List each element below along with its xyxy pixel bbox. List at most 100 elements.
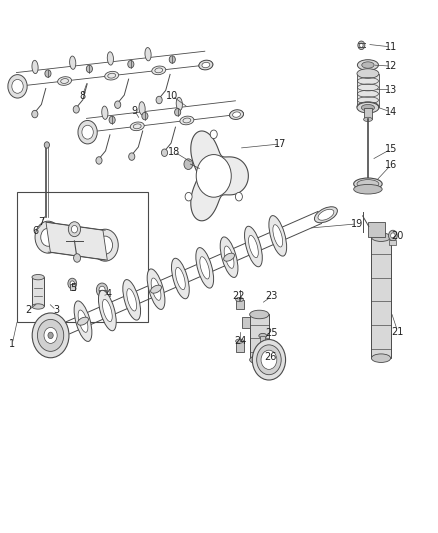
- Circle shape: [98, 236, 113, 254]
- Ellipse shape: [269, 215, 286, 256]
- Circle shape: [41, 228, 56, 246]
- Circle shape: [185, 192, 192, 201]
- Ellipse shape: [200, 257, 210, 279]
- Ellipse shape: [202, 62, 210, 68]
- Ellipse shape: [357, 102, 379, 111]
- Circle shape: [115, 101, 121, 108]
- Ellipse shape: [244, 226, 262, 267]
- Bar: [236, 341, 244, 352]
- Circle shape: [8, 75, 27, 98]
- Ellipse shape: [361, 104, 374, 111]
- Circle shape: [32, 110, 38, 118]
- Ellipse shape: [314, 207, 337, 223]
- Ellipse shape: [364, 117, 372, 122]
- Ellipse shape: [99, 290, 116, 331]
- Ellipse shape: [357, 69, 379, 78]
- Polygon shape: [46, 222, 107, 260]
- Circle shape: [73, 106, 79, 113]
- Ellipse shape: [151, 285, 162, 293]
- Circle shape: [45, 70, 51, 77]
- Bar: [32, 277, 44, 306]
- Text: 6: 6: [33, 227, 39, 236]
- Ellipse shape: [102, 300, 112, 321]
- Ellipse shape: [180, 116, 194, 125]
- Circle shape: [210, 130, 217, 139]
- Text: 21: 21: [392, 327, 404, 336]
- Ellipse shape: [357, 180, 379, 188]
- Text: 18: 18: [168, 147, 180, 157]
- Text: 7: 7: [39, 217, 45, 227]
- Polygon shape: [242, 317, 250, 328]
- Circle shape: [142, 112, 148, 120]
- Circle shape: [257, 345, 281, 375]
- Text: 9: 9: [132, 106, 138, 116]
- Ellipse shape: [357, 60, 378, 70]
- Circle shape: [71, 225, 78, 233]
- Ellipse shape: [224, 246, 234, 268]
- Circle shape: [156, 96, 162, 104]
- Ellipse shape: [145, 47, 151, 61]
- Ellipse shape: [32, 304, 44, 309]
- Ellipse shape: [107, 52, 113, 65]
- Text: 23: 23: [265, 292, 278, 301]
- Circle shape: [184, 159, 193, 169]
- Circle shape: [96, 283, 108, 297]
- Ellipse shape: [236, 339, 244, 343]
- Text: 17: 17: [274, 139, 286, 149]
- Circle shape: [360, 43, 363, 47]
- Ellipse shape: [273, 225, 283, 247]
- Ellipse shape: [176, 268, 185, 289]
- Ellipse shape: [353, 178, 382, 190]
- Ellipse shape: [250, 356, 269, 364]
- Circle shape: [44, 142, 49, 148]
- Ellipse shape: [32, 274, 44, 280]
- Circle shape: [128, 60, 134, 68]
- Circle shape: [12, 79, 23, 93]
- Text: 20: 20: [392, 231, 404, 240]
- Ellipse shape: [248, 236, 258, 257]
- Circle shape: [99, 286, 105, 294]
- Ellipse shape: [151, 278, 161, 300]
- Ellipse shape: [74, 301, 92, 342]
- Circle shape: [68, 278, 77, 289]
- Ellipse shape: [318, 209, 334, 220]
- Circle shape: [48, 332, 53, 338]
- Circle shape: [162, 149, 168, 157]
- Ellipse shape: [230, 110, 244, 119]
- Bar: [250, 314, 269, 360]
- Text: 12: 12: [385, 61, 397, 71]
- Ellipse shape: [362, 62, 374, 68]
- Ellipse shape: [123, 280, 141, 320]
- Text: 13: 13: [385, 85, 397, 94]
- Ellipse shape: [196, 248, 214, 288]
- Text: 4: 4: [106, 289, 112, 299]
- Text: 1: 1: [9, 339, 15, 349]
- Circle shape: [44, 327, 57, 343]
- Circle shape: [389, 230, 397, 241]
- Bar: [260, 336, 265, 342]
- Circle shape: [109, 116, 115, 124]
- Ellipse shape: [371, 233, 391, 241]
- Bar: [389, 240, 396, 245]
- Ellipse shape: [78, 317, 88, 325]
- Circle shape: [358, 41, 365, 50]
- Ellipse shape: [102, 106, 108, 119]
- Text: 8: 8: [79, 91, 85, 101]
- Ellipse shape: [11, 82, 25, 91]
- Circle shape: [235, 192, 242, 201]
- Text: 11: 11: [385, 42, 397, 52]
- Text: 15: 15: [385, 144, 397, 154]
- Ellipse shape: [353, 184, 382, 194]
- Bar: [364, 108, 372, 119]
- Ellipse shape: [259, 334, 267, 338]
- Circle shape: [74, 254, 81, 262]
- Bar: [371, 237, 391, 358]
- Ellipse shape: [172, 259, 189, 299]
- Circle shape: [169, 56, 175, 63]
- Circle shape: [196, 155, 231, 197]
- Text: 19: 19: [351, 219, 363, 229]
- Ellipse shape: [78, 310, 88, 332]
- Text: 22: 22: [233, 292, 245, 301]
- Polygon shape: [191, 131, 248, 221]
- Polygon shape: [368, 222, 385, 237]
